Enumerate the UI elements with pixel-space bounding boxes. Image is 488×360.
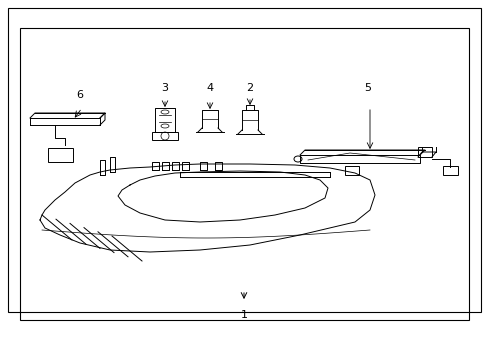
Text: 3: 3	[161, 83, 168, 93]
Bar	[20, 28, 468, 320]
Circle shape	[161, 132, 169, 140]
Bar	[48, 148, 73, 162]
Ellipse shape	[293, 156, 302, 162]
Bar	[417, 147, 431, 157]
Text: 4: 4	[206, 83, 213, 93]
Bar	[345, 166, 358, 175]
Bar	[8, 8, 480, 312]
Ellipse shape	[161, 124, 169, 128]
Text: 6: 6	[76, 90, 83, 100]
Bar	[442, 166, 457, 175]
Text: 5: 5	[364, 83, 371, 93]
Bar	[152, 132, 178, 140]
Ellipse shape	[161, 110, 169, 114]
Text: 1: 1	[240, 310, 247, 320]
Text: 2: 2	[246, 83, 253, 93]
